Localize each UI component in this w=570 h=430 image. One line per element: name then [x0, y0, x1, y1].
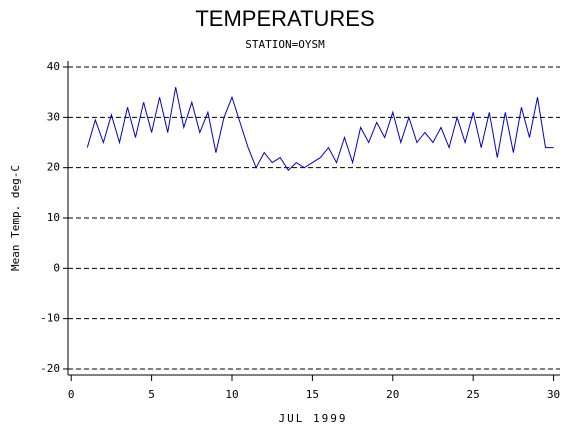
y-axis-label: Mean Temp. deg-C	[9, 165, 22, 271]
chart-title: TEMPERATURES	[195, 6, 374, 31]
y-tick-label: 20	[47, 161, 60, 174]
data-line	[86, 87, 554, 171]
x-tick-label: 15	[306, 388, 319, 401]
x-tick-label: 5	[148, 388, 155, 401]
y-tick-label: 30	[47, 110, 60, 123]
y-tick-label: 0	[53, 261, 60, 274]
x-tick-label: 20	[386, 388, 399, 401]
y-tick-label: 40	[47, 60, 60, 73]
x-tick-label: 30	[547, 388, 560, 401]
chart-subtitle: STATION=OYSM	[245, 38, 325, 51]
x-tick-label: 10	[225, 388, 238, 401]
y-tick-label: -10	[40, 312, 60, 325]
x-axis-label: JUL 1999	[279, 412, 348, 425]
y-tick-label: 10	[47, 211, 60, 224]
y-tick-label: -20	[40, 362, 60, 375]
x-tick-label: 25	[467, 388, 480, 401]
x-tick-label: 0	[68, 388, 75, 401]
